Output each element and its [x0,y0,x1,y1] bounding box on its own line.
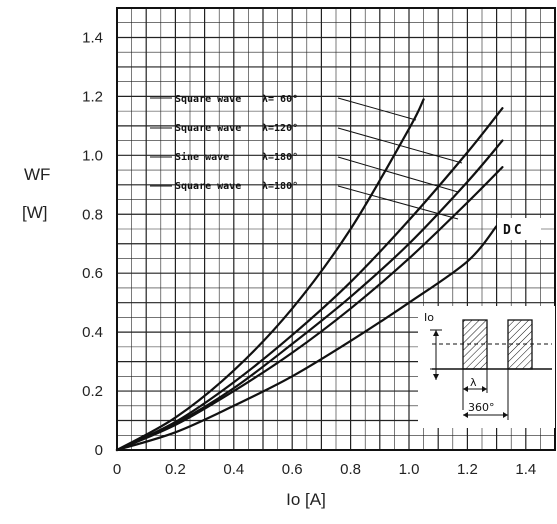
x-tick-label: 1.4 [515,461,536,478]
y-tick-label: 0.8 [82,206,103,223]
leader-line-2 [338,128,462,163]
y-tick-label: 0 [95,442,103,459]
legend-lambda-3: λ=180° [262,152,298,163]
legend-wave-1: Square wave [175,94,241,105]
x-axis-title: Io [A] [286,490,326,509]
y-axis-title: WF [24,165,50,184]
inset-lambda-label: λ [470,376,477,389]
y-tick-label: 1.4 [82,29,103,46]
x-tick-label: 0.8 [340,461,361,478]
legend-annotations: Square wave λ= 60° Square wave λ=120° Si… [150,94,541,240]
y-tick-label: 1.2 [82,88,103,105]
y-tick-label: 0.6 [82,265,103,282]
y-tick-label: 1.0 [82,147,103,164]
inset-current-label: Io [424,311,434,324]
x-tick-label: 1.0 [399,461,420,478]
x-tick-label: 0 [113,461,121,478]
waveform-inset: Io λ 360° [418,306,555,428]
leader-line-1 [338,98,416,120]
x-tick-label: 1.2 [457,461,478,478]
legend-lambda-1: λ= 60° [262,94,298,105]
x-tick-label: 0.2 [165,461,186,478]
legend-lambda-2: λ=120° [262,123,298,134]
legend-wave-2: Square wave [175,123,241,134]
inset-period-label: 360° [468,401,495,414]
x-tick-label: 0.4 [223,461,244,478]
y-tick-label: 0.4 [82,324,103,341]
leader-line-3 [338,157,458,192]
legend-lambda-4: λ=180° [262,181,298,192]
inset-pulse-2 [508,320,532,369]
legend-wave-4: Square wave [175,181,241,192]
inset-pulse-1 [463,320,487,369]
y-tick-label: 0.2 [82,383,103,400]
dc-label: DC [503,223,525,238]
legend-wave-3: Sine wave [175,151,229,163]
y-axis-unit: [W] [22,203,48,222]
x-tick-label: 0.6 [282,461,303,478]
